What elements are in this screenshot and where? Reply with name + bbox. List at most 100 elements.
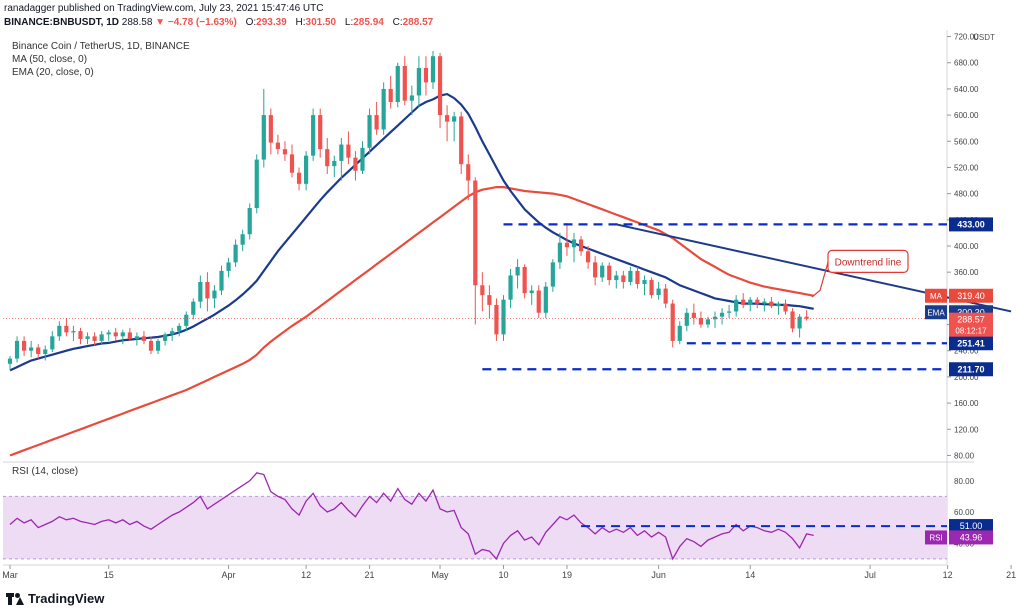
candle-body	[64, 325, 69, 333]
candle-body	[790, 311, 795, 329]
open-value: 293.39	[256, 17, 287, 28]
candle-body	[430, 56, 436, 83]
price-tick-label: 120.00	[954, 425, 979, 434]
candle-body	[57, 325, 62, 337]
time-tick-label: 12	[301, 570, 311, 580]
candle-body	[487, 295, 492, 305]
candle-body	[698, 318, 703, 325]
candle-body	[395, 66, 400, 102]
candle-body	[219, 270, 224, 291]
candle-body	[466, 164, 471, 181]
candle-body	[85, 336, 90, 339]
candle-body	[515, 266, 520, 276]
candle-body	[92, 336, 97, 341]
ma-tag	[949, 288, 993, 303]
candle-body	[783, 303, 788, 312]
candle-body	[480, 285, 485, 296]
candle-body	[635, 270, 640, 284]
price-tick-label: 200.00	[954, 373, 979, 382]
candle-body	[205, 282, 210, 299]
candle-body	[452, 116, 457, 122]
candle-body	[184, 314, 189, 326]
candle-body	[550, 262, 555, 287]
candle-body	[311, 115, 316, 156]
candle-body	[586, 251, 591, 263]
candle-body	[691, 312, 696, 318]
time-tick-label: 10	[498, 570, 508, 580]
candle-body	[564, 242, 570, 248]
last-price-tag	[949, 312, 993, 337]
rsi-level-tag	[949, 519, 993, 534]
level-price-tag	[949, 336, 993, 351]
candle-body	[522, 266, 527, 294]
candle-body	[163, 334, 168, 341]
candle-body	[607, 265, 612, 281]
candle-body	[473, 180, 478, 286]
candle-body	[712, 316, 718, 320]
candle-body	[388, 88, 393, 102]
time-tick-label: Jun	[651, 570, 666, 580]
candle-body	[332, 160, 337, 167]
candle-body	[684, 312, 689, 326]
time-tick-label: 19	[562, 570, 572, 580]
countdown-value: 08:12:17	[955, 327, 987, 336]
ema-name: EMA	[927, 308, 945, 317]
low-label: L:	[344, 17, 354, 28]
ma-name: MA	[930, 292, 943, 301]
close-label: C:	[392, 17, 403, 28]
open-label: O:	[245, 17, 257, 28]
candle-body	[155, 340, 161, 351]
candle-body	[275, 142, 280, 150]
candle-body	[254, 159, 259, 209]
time-tick-label: May	[432, 570, 450, 580]
price-tick-label: 480.00	[954, 190, 979, 199]
candle-body	[677, 325, 682, 341]
tradingview-logo[interactable]: TradingView	[6, 591, 104, 606]
ema-value: 300.30	[957, 307, 985, 317]
time-tick-label: 21	[1006, 570, 1016, 580]
candle-body	[353, 157, 358, 171]
candle-body	[748, 299, 753, 305]
candle-body	[36, 347, 41, 354]
candle-body	[339, 144, 344, 161]
price-tick-label: 400.00	[954, 242, 979, 251]
candle-body	[797, 316, 802, 329]
brand-name: TradingView	[28, 591, 105, 606]
candle-body	[593, 262, 598, 278]
candle-body	[134, 336, 139, 339]
time-tick-label: Jul	[864, 570, 876, 580]
candle-body	[508, 275, 513, 300]
rsi-level-label: 51.00	[960, 521, 983, 531]
rsi-tick-label: 80.00	[954, 477, 975, 486]
candle-body	[600, 265, 605, 278]
candle-body	[233, 244, 238, 263]
candle-body	[141, 336, 147, 341]
candle-body	[296, 172, 302, 184]
candle-body	[29, 347, 34, 351]
candle-body	[423, 67, 429, 83]
price-tick-label: 640.00	[954, 85, 979, 94]
candle-body	[769, 301, 774, 307]
time-tick-label: Mar	[2, 570, 18, 580]
candle-body	[494, 304, 499, 335]
candle-body	[741, 299, 746, 305]
rsi-name-tag	[925, 530, 947, 545]
annotation-box	[827, 249, 909, 273]
level-price-label: 211.70	[957, 364, 984, 374]
candle-body	[557, 242, 562, 263]
ema-name-tag	[925, 305, 947, 320]
candle-body	[148, 340, 154, 351]
candle-body	[318, 115, 323, 150]
candle-body	[346, 144, 351, 158]
candle-body	[578, 239, 584, 252]
candle-body	[445, 115, 450, 122]
candle-body	[670, 303, 675, 341]
candle-body	[381, 88, 386, 130]
rsi-name: RSI	[929, 533, 942, 542]
candle-body	[50, 336, 55, 350]
candle-body	[170, 331, 175, 335]
ema-legend: EMA (20, close, 0)	[12, 67, 94, 78]
candle-body	[437, 56, 443, 116]
time-tick-label: 15	[104, 570, 114, 580]
